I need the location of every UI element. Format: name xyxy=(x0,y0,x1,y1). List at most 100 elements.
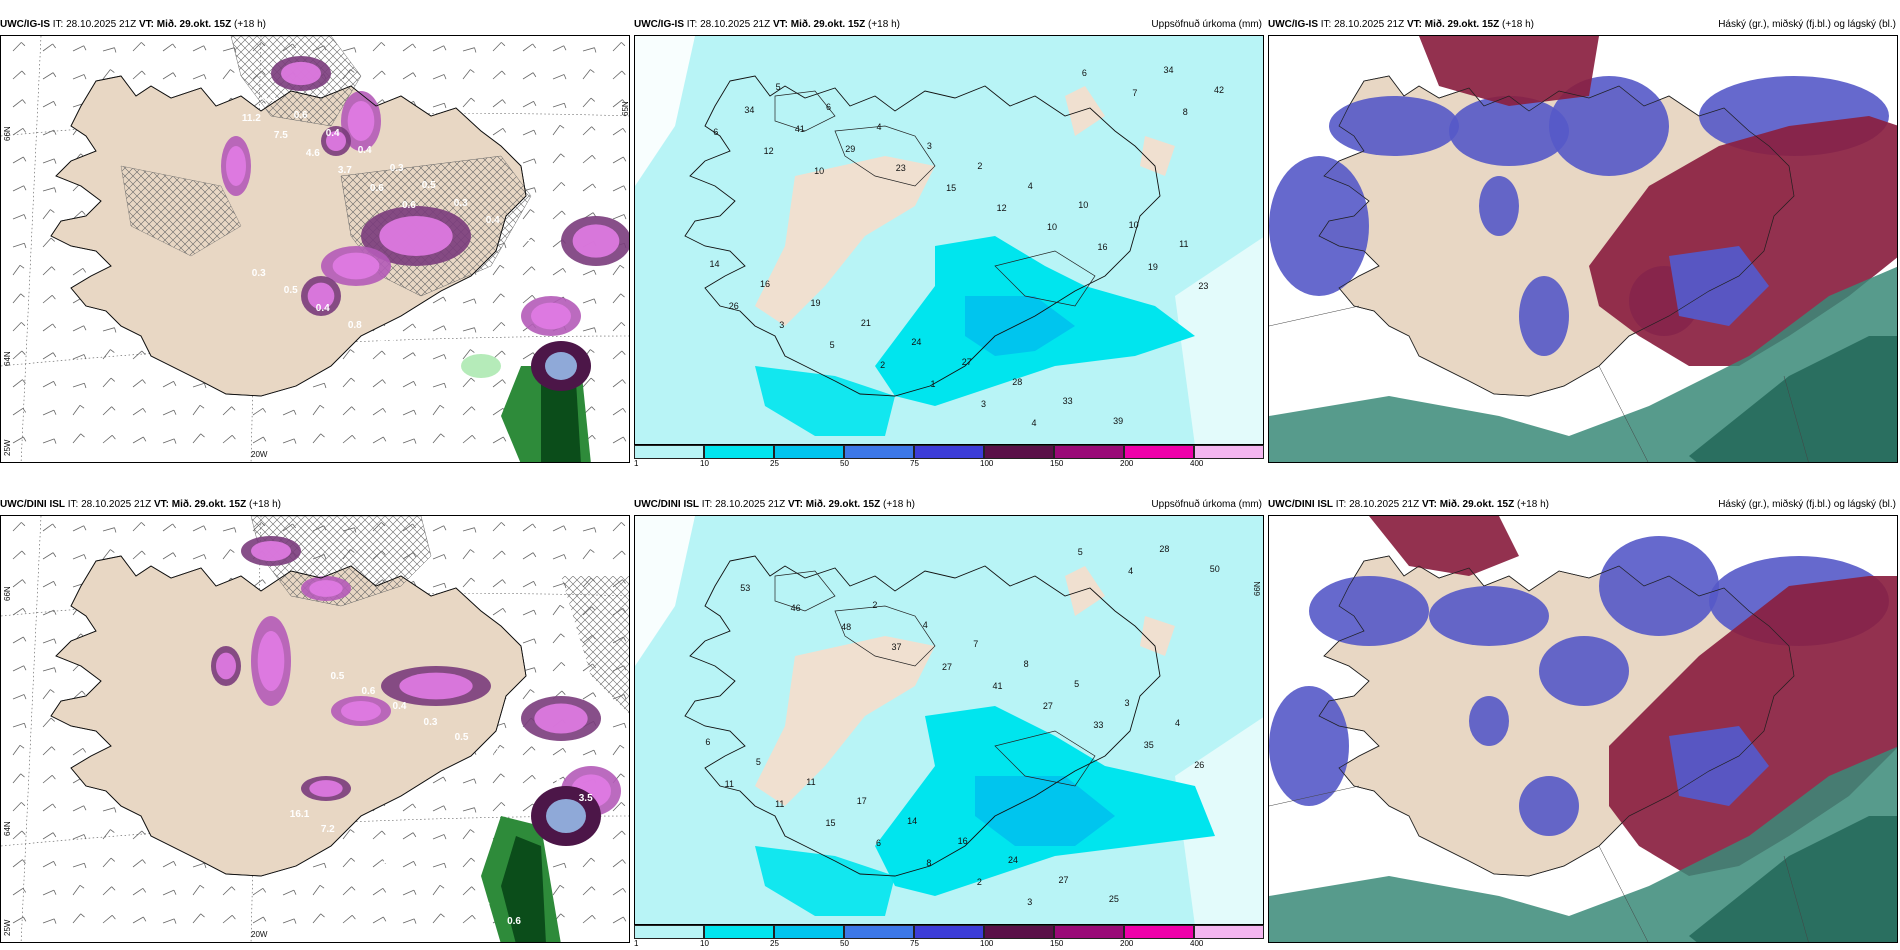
value-label: 0.3 xyxy=(389,162,404,174)
value-label: 0.4 xyxy=(325,127,340,139)
model-name: UWC/DINI ISL xyxy=(0,499,65,510)
value-label: 6 xyxy=(705,737,711,748)
precip-map[interactable]: 66N 2 4 7 8 5 3 4 6 5 11 17 14 16 24 27 25 28 50 53 46 48 37 2… xyxy=(634,515,1264,925)
value-label: 0.6 xyxy=(401,200,416,212)
legend-tick: 75 xyxy=(910,459,919,468)
value-label: 4.1 xyxy=(351,839,366,851)
legend-swatch xyxy=(914,925,984,939)
value-label: 2 xyxy=(872,600,878,611)
legend-swatch xyxy=(844,445,914,459)
value-label: 11 xyxy=(724,779,734,790)
value-label: 10 xyxy=(1078,200,1089,211)
legend-tick: 100 xyxy=(980,939,994,948)
value-label: 2 xyxy=(977,160,983,171)
value-label: 33 xyxy=(1062,396,1073,407)
value-label: 8 xyxy=(1182,107,1188,118)
value-label: 5 xyxy=(829,339,835,350)
legend-swatch xyxy=(1194,925,1264,939)
value-label: 37 xyxy=(891,642,902,652)
value-label: 25 xyxy=(1108,894,1119,905)
value-label: 39 xyxy=(1113,415,1124,426)
init-time: IT: 28.10.2025 21Z xyxy=(1320,19,1405,30)
panel-dini-clouds: UWC/DINI ISL IT: 28.10.2025 21Z VT: Mið.… xyxy=(1268,495,1898,945)
legend-swatch xyxy=(1194,445,1264,459)
value-label: 21 xyxy=(860,317,871,328)
value-label: 41 xyxy=(794,124,805,135)
value-label: 0.8 xyxy=(476,901,490,913)
valid-time: VT: Mið. 29.okt. 15Z xyxy=(138,19,232,30)
value-label: 1 xyxy=(930,379,936,390)
value-label: 0.6 xyxy=(293,110,308,122)
value-label: 3 xyxy=(1027,896,1033,907)
value-label: 6 xyxy=(713,126,719,137)
value-label: 48 xyxy=(841,622,852,633)
wind-map[interactable]: 66N 64N 25W 20W 0.5 0.6 0.4 0.3 0.5 0.3 1.0 0.6… xyxy=(0,515,630,943)
init-time: IT: 28.10.2025 21Z xyxy=(1335,499,1420,510)
panel-dini-wind: UWC/DINI ISL IT: 28.10.2025 21Z VT: Mið.… xyxy=(0,495,630,945)
value-label: 5 xyxy=(755,757,761,768)
model-name: UWC/IG-IS xyxy=(1268,19,1318,30)
value-label: 28 xyxy=(1012,376,1023,387)
value-label: 4 xyxy=(1128,566,1134,577)
value-label: 27 xyxy=(1058,874,1069,885)
value-label: 16.1 xyxy=(289,808,310,820)
value-label: 2.1 xyxy=(413,870,428,882)
precip-map[interactable]: 5 6 4 3 2 4 10 10 11 14 16 19 21 24 27 28 33 39 34 42 34 41 29… xyxy=(634,35,1264,445)
value-label: 3 xyxy=(779,320,785,331)
lat-label-64n: 64N xyxy=(3,821,12,836)
legend-tick: 200 xyxy=(1120,459,1134,468)
legend-swatch xyxy=(984,925,1054,939)
value-label: 8 xyxy=(926,857,932,868)
valid-time: VT: Mið. 29.okt. 15Z xyxy=(1406,19,1500,30)
panel-header: UWC/DINI ISL IT: 28.10.2025 21Z VT: Mið.… xyxy=(0,495,630,515)
init-time: IT: 28.10.2025 21Z xyxy=(52,19,137,30)
panel-dini-precip: UWC/DINI ISL IT: 28.10.2025 21Z VT: Mið.… xyxy=(634,495,1264,948)
value-label: 11.2 xyxy=(241,112,261,124)
value-label: 10 xyxy=(1128,219,1139,230)
value-label: 27 xyxy=(942,661,953,672)
legend-swatch xyxy=(1054,925,1124,939)
value-label: 35 xyxy=(1143,740,1154,751)
value-label: 16 xyxy=(1097,241,1108,252)
value-label: 4 xyxy=(1031,418,1037,429)
legend-swatch xyxy=(844,925,914,939)
value-label: 2 xyxy=(880,359,886,370)
legend-tick: 10 xyxy=(700,939,709,948)
value-label: 42 xyxy=(1213,85,1224,96)
value-label: 27 xyxy=(961,356,972,367)
value-label: 0.5 xyxy=(421,180,436,192)
value-label: 15 xyxy=(825,818,836,829)
value-label: 2.0 xyxy=(382,854,397,866)
value-label: 5 xyxy=(1074,678,1080,689)
model-name: UWC/IG-IS xyxy=(0,19,50,30)
value-label: 4 xyxy=(876,121,882,132)
value-label: 0.8 xyxy=(347,320,362,332)
valid-time: VT: Mið. 29.okt. 15Z xyxy=(787,499,881,510)
lead-time: (+18 h) xyxy=(249,499,281,510)
panel-title: Uppsöfnuð úrkoma (mm) xyxy=(1151,19,1262,30)
value-label: 4.6 xyxy=(305,147,320,159)
legend-swatch xyxy=(774,925,844,939)
panel-title: Háský (gr.), miðský (fj.bl.) og lágský (… xyxy=(1718,19,1896,30)
legend-tick: 75 xyxy=(910,939,919,948)
legend-tick: 400 xyxy=(1190,939,1204,948)
legend-tick: 10 xyxy=(700,459,709,468)
value-label: 2.7 xyxy=(411,355,426,367)
value-label: 3 xyxy=(1124,698,1130,709)
cloud-map[interactable] xyxy=(1268,515,1898,943)
value-label: 6 xyxy=(826,102,832,113)
value-label: 17 xyxy=(856,796,867,807)
wind-map[interactable]: 66N 64N 25W 20W 65N 0.5 0.6 0.4 0.4 0.3 0.5 0.… xyxy=(0,35,630,463)
value-label: 1.0 xyxy=(516,762,531,774)
valid-time: VT: Mið. 29.okt. 15Z xyxy=(772,19,866,30)
value-label: 7.2 xyxy=(320,824,335,836)
panel-title: Háský (gr.), miðský (fj.bl.) og lágský (… xyxy=(1718,499,1896,510)
value-label: 0.6 xyxy=(361,685,376,697)
value-label: 0.2 xyxy=(517,232,532,244)
cloud-map[interactable] xyxy=(1268,35,1898,463)
value-label: 34 xyxy=(744,104,755,115)
value-label: 41 xyxy=(992,681,1003,692)
value-label: 26 xyxy=(728,300,739,311)
init-time: IT: 28.10.2025 21Z xyxy=(686,19,771,30)
value-label: 11 xyxy=(775,798,785,809)
